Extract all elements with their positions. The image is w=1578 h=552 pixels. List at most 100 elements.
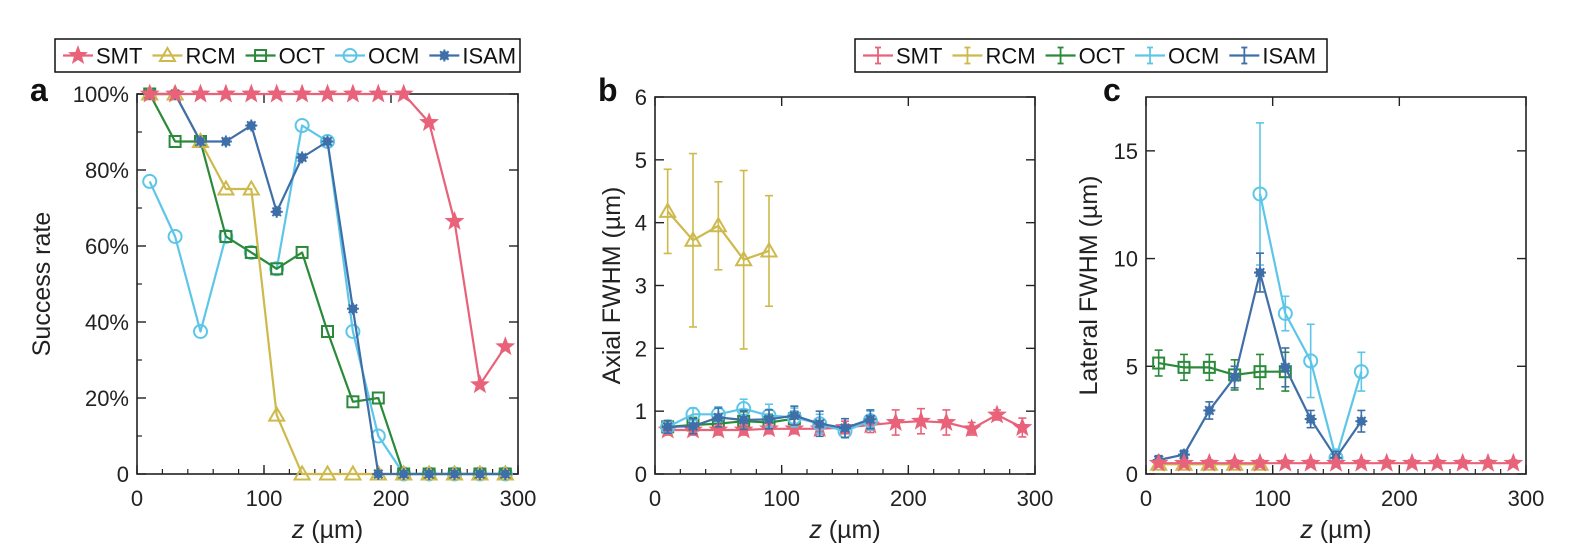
data-point-oct: [244, 245, 258, 259]
series-line-oct: [1158, 362, 1286, 376]
data-point-smt: [215, 83, 236, 103]
data-point-oct: [295, 245, 309, 259]
x-tick-label: 100: [1254, 486, 1291, 511]
data-point-rcm: [343, 464, 363, 481]
series-isam: [1152, 252, 1368, 466]
chart-panel-b: 0 100 200 300 0 1 2 3 4 5 6 z (µm) Axial FWHM (µm): [598, 85, 1053, 544]
data-point-isam: [864, 413, 877, 426]
data-point-oct: [1152, 356, 1166, 370]
legend-label-ocm: OCM: [368, 44, 419, 69]
data-point-isam: [473, 468, 486, 480]
data-point-smt: [317, 83, 338, 103]
data-point-smt: [190, 83, 211, 103]
y-tick-label: 20%: [85, 386, 129, 411]
data-point-smt: [987, 404, 1007, 424]
data-point-isam: [1228, 371, 1241, 384]
data-point-smt: [241, 83, 262, 103]
legend-entry-ocm: OCM: [335, 44, 419, 69]
data-point-smt: [1503, 452, 1524, 472]
data-point-smt: [1402, 452, 1422, 472]
legend-marker: [68, 45, 88, 64]
data-point-rcm: [683, 230, 703, 247]
data-point-isam: [372, 468, 385, 480]
data-point-ocm: [167, 229, 183, 244]
data-point-smt: [708, 419, 729, 439]
series-rcm: [658, 152, 779, 350]
data-point-isam: [1304, 413, 1317, 426]
x-tick-label: 0: [1140, 486, 1152, 511]
data-point-smt: [1326, 452, 1346, 472]
x-tick-label: 0: [131, 486, 143, 511]
series-smt: [139, 83, 516, 394]
y-tick-label: 4: [635, 211, 647, 236]
data-point-smt: [1452, 452, 1473, 472]
y-tick-label: 1: [635, 399, 647, 424]
legend-label-oct: OCT: [1079, 44, 1125, 69]
x-tick-label: 0: [649, 486, 661, 511]
series-isam: [661, 405, 877, 439]
legend-label-smt: SMT: [96, 44, 142, 69]
x-axis-title: z (µm): [1299, 516, 1371, 544]
x-tick-label: 300: [1508, 486, 1545, 511]
data-point-ocm: [294, 118, 310, 134]
legend-label-rcm: RCM: [185, 44, 235, 69]
y-tick-label: 6: [635, 85, 647, 110]
y-tick-label: 10: [1114, 247, 1138, 272]
legend-entry-oct: OCT: [245, 44, 325, 69]
y-tick-label: 40%: [85, 310, 129, 335]
plot-frame: [1145, 96, 1527, 475]
data-point-smt: [1224, 452, 1245, 472]
data-point-smt: [1012, 417, 1033, 436]
x-axis-title-var: z: [1299, 516, 1313, 544]
data-point-smt: [139, 83, 160, 103]
data-point-isam: [1355, 415, 1368, 428]
data-point-isam: [296, 151, 309, 164]
legend-marker: [158, 45, 177, 62]
data-point-smt: [1478, 452, 1498, 472]
data-point-isam: [194, 135, 207, 148]
data-point-isam: [763, 413, 775, 426]
data-point-smt: [292, 83, 313, 103]
legend-entry-ocm: OCM: [1135, 44, 1219, 69]
data-point-smt: [1376, 452, 1397, 472]
series-line-oct: [148, 93, 506, 476]
legend-entry-rcm: RCM: [952, 44, 1036, 69]
data-point-oct: [346, 395, 360, 409]
data-point-smt: [1250, 452, 1270, 472]
y-tick-label: 15: [1114, 139, 1138, 164]
legend-marker: [254, 49, 268, 62]
data-point-smt: [266, 83, 287, 103]
series-oct: [1152, 349, 1292, 392]
data-point-smt: [444, 210, 465, 230]
data-point-isam: [397, 468, 410, 480]
data-point-oct: [1202, 360, 1216, 374]
data-point-smt: [165, 83, 186, 103]
data-point-rcm: [709, 216, 728, 233]
data-point-smt: [495, 336, 516, 356]
legend-right: SMT RCM OCT OCM ISAM: [854, 38, 1328, 73]
data-point-oct: [321, 325, 334, 338]
data-point-oct: [1253, 365, 1267, 379]
data-point-rcm: [759, 241, 779, 258]
y-tick-label: 5: [1126, 354, 1138, 379]
legend-label-isam: ISAM: [1262, 44, 1316, 69]
legend-label-smt: SMT: [896, 44, 942, 69]
data-point-smt: [1199, 452, 1220, 472]
x-axis-title-unit: (µm): [822, 516, 881, 544]
data-point-isam: [1254, 266, 1266, 279]
y-tick-label: 5: [635, 148, 647, 173]
data-point-ocm: [193, 324, 208, 339]
legend-label-oct: OCT: [279, 44, 325, 69]
plot-frame: [136, 93, 519, 475]
legend-left: SMT RCM OCT OCM ISAM: [54, 38, 521, 73]
data-point-isam: [321, 135, 334, 148]
legend-entry-isam: ISAM: [429, 44, 516, 69]
data-point-isam: [1279, 361, 1292, 374]
legend-marker: [342, 48, 358, 63]
data-point-ocm: [345, 324, 361, 339]
x-tick-label: 100: [246, 486, 283, 511]
data-point-smt: [1351, 452, 1372, 472]
chart-panel-c: 0 100 200 300 0 5 10 15 z (µm) Lateral FWHM (µm): [1075, 96, 1545, 544]
data-point-isam: [423, 468, 436, 480]
